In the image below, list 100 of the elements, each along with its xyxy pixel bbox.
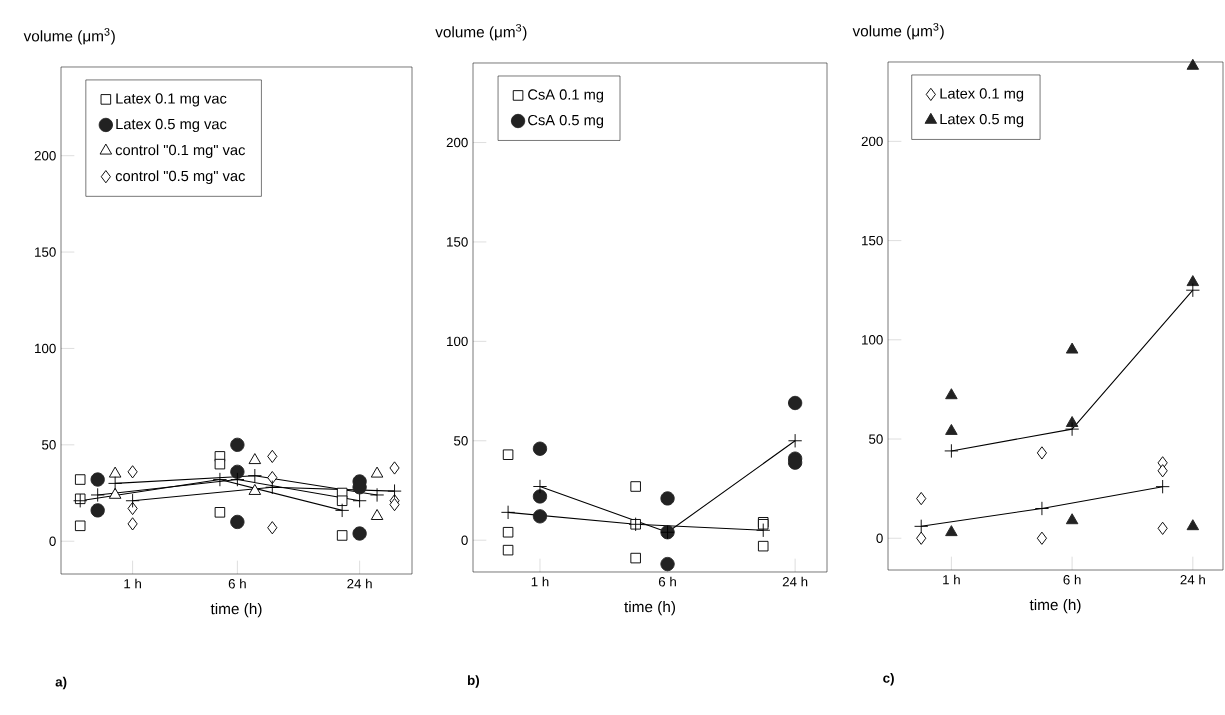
point (369, 487, 385, 503)
point (787, 395, 803, 411)
x-tick-label: 6 h (658, 576, 676, 587)
point (74, 520, 86, 532)
point (74, 474, 86, 485)
y-tick-label: 0 (49, 536, 56, 546)
y-tick-label: 50 (869, 434, 883, 444)
point (352, 526, 367, 541)
point (1185, 283, 1200, 298)
x-tick-label: 1 h (943, 574, 960, 585)
point (389, 461, 400, 475)
point (248, 483, 262, 495)
point (916, 491, 927, 506)
point (945, 423, 958, 435)
y-tick-label: 150 (35, 247, 56, 257)
legend-label: Latex 0.1 mg (940, 88, 1024, 102)
point (1157, 464, 1168, 478)
point (500, 505, 516, 520)
point (108, 466, 122, 478)
point (90, 487, 105, 503)
point (756, 523, 771, 538)
point (502, 544, 514, 556)
y-axis-title: volume (μm$^{3}$) (435, 24, 527, 41)
point (945, 388, 958, 400)
point (230, 514, 245, 530)
point (230, 437, 245, 452)
point (127, 465, 138, 479)
x-axis-title: time (h) (624, 601, 676, 616)
point (214, 458, 226, 470)
point (1065, 342, 1079, 354)
point (267, 449, 278, 464)
point (914, 519, 929, 534)
x-tick-label: 24 h (347, 578, 372, 589)
point (502, 526, 514, 538)
point (1186, 275, 1200, 287)
y-tick-label: 200 (34, 150, 56, 161)
point (660, 491, 675, 506)
point (1036, 446, 1047, 460)
point (532, 509, 548, 524)
point (214, 507, 226, 518)
x-axis-title: time (h) (210, 603, 262, 618)
point (127, 517, 138, 531)
point (630, 552, 641, 564)
point (248, 453, 262, 465)
y-tick-label: 0 (461, 535, 468, 545)
x-tick-label: 24 h (782, 576, 808, 587)
y-tick-label: 150 (862, 235, 883, 246)
legend-label: Latex 0.5 mg (940, 113, 1024, 128)
y-tick-label: 100 (862, 335, 883, 345)
legend-label: Latex 0.5 mg vac (116, 118, 227, 133)
y-tick-label: 100 (35, 343, 56, 354)
x-tick-label: 24 h (1180, 574, 1205, 585)
point (267, 471, 278, 485)
point (1157, 521, 1168, 535)
point (212, 472, 228, 487)
point (660, 556, 675, 572)
legend-label: CsA 0.1 mg (528, 89, 604, 103)
x-tick-label: 1 h (531, 576, 549, 587)
point (1034, 501, 1050, 516)
point (336, 495, 348, 507)
y-tick-label: 200 (861, 136, 883, 147)
point (532, 441, 548, 456)
point (108, 487, 122, 499)
point (387, 483, 402, 499)
point (125, 493, 140, 508)
y-axis-title: volume (μm$^{3}$) (852, 23, 944, 40)
y-tick-label: 50 (454, 436, 468, 446)
point (502, 449, 514, 460)
point (787, 433, 803, 448)
y-tick-label: 200 (446, 137, 468, 148)
point (532, 489, 548, 504)
y-tick-label: 100 (447, 336, 468, 347)
point (389, 498, 400, 512)
point (247, 468, 262, 483)
point (945, 525, 958, 537)
point (1186, 519, 1200, 531)
point (630, 481, 641, 492)
point (916, 531, 927, 545)
x-tick-label: 6 h (228, 578, 246, 589)
point (370, 509, 384, 520)
point (90, 503, 105, 518)
point (370, 466, 384, 478)
x-tick-label: 1 h (124, 578, 141, 589)
legend-label: control "0.1 mg" vac (115, 144, 246, 159)
point (230, 464, 245, 479)
point (1065, 513, 1079, 525)
text: b) (467, 675, 480, 688)
point (335, 503, 350, 518)
point (532, 479, 548, 494)
point (1186, 58, 1200, 70)
y-axis-title: volume (μm$^{3}$) (23, 28, 115, 45)
legend-label: CsA 0.5 mg (528, 114, 604, 129)
point (757, 540, 769, 552)
point (265, 480, 280, 495)
x-axis-title: time (h) (1029, 599, 1081, 614)
point (127, 501, 138, 516)
point (944, 443, 959, 459)
point (1036, 531, 1047, 545)
text: c) (883, 673, 894, 686)
point (336, 530, 348, 541)
